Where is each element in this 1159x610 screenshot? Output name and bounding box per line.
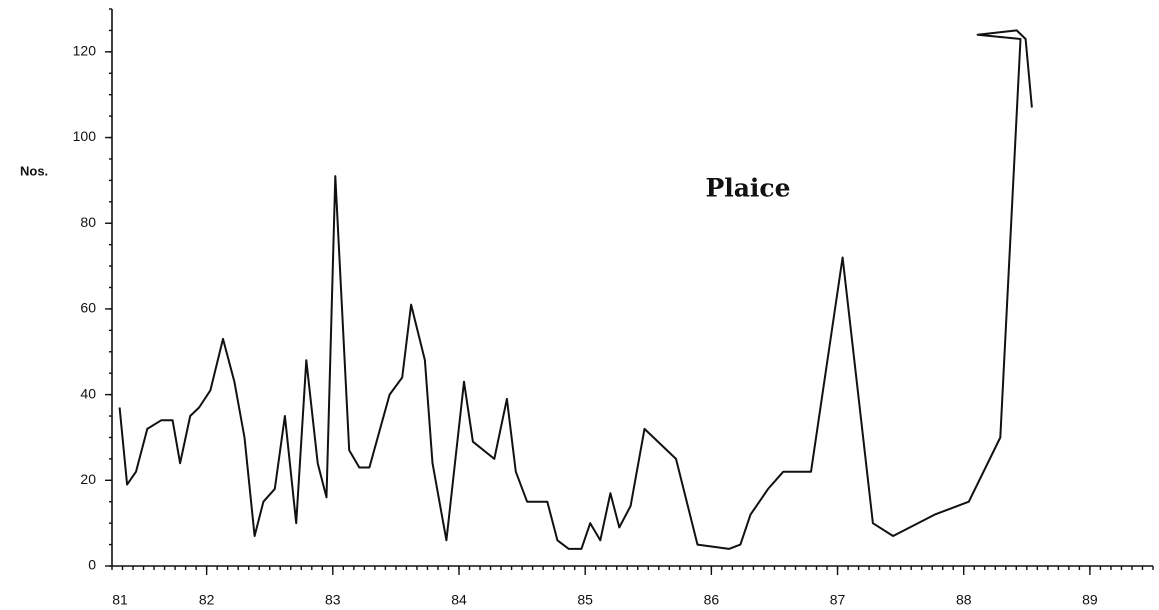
x-tick-label: 88 xyxy=(956,592,972,608)
x-tick-label: 81 xyxy=(112,592,128,608)
x-tick-label: 84 xyxy=(451,592,467,608)
y-tick-label: 120 xyxy=(73,43,97,59)
y-tick-label: 0 xyxy=(88,557,96,573)
y-tick-label: 60 xyxy=(80,300,96,316)
data-line xyxy=(118,29,1033,550)
x-tick-label: 87 xyxy=(830,592,846,608)
x-tick-label: 82 xyxy=(199,592,215,608)
chart-title: Plaice xyxy=(705,174,790,203)
y-tick-label: 20 xyxy=(80,471,96,487)
x-tick-label: 85 xyxy=(577,592,593,608)
x-tick-label: 89 xyxy=(1082,592,1098,608)
y-tick-label: 100 xyxy=(73,128,97,144)
x-tick-label: 86 xyxy=(704,592,720,608)
x-tick-label: 83 xyxy=(325,592,341,608)
y-tick-label: 80 xyxy=(80,214,96,230)
y-axis-label: Nos. xyxy=(20,163,48,178)
y-tick-label: 40 xyxy=(80,385,96,401)
